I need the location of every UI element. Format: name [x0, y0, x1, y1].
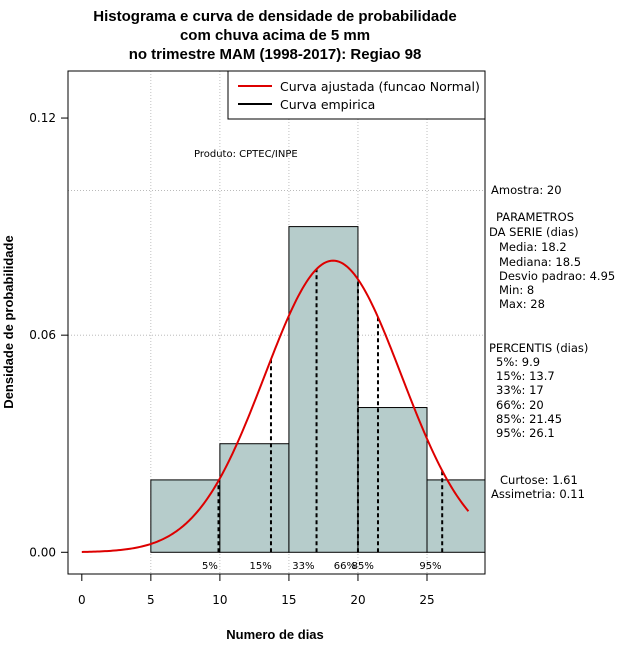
pct-66: 66%: 20	[496, 398, 544, 412]
percentile-label: 95%	[419, 561, 441, 572]
legend: Curva ajustada (funcao Normal) Curva emp…	[227, 70, 486, 120]
histogram-bars	[150, 226, 485, 553]
percentis-title: PERCENTIS (dias)	[489, 341, 588, 355]
histogram-bar	[288, 226, 359, 553]
axes: 0 5 10 15 20 25 0.00 0.06 0.12	[29, 111, 434, 607]
percentile-label: 85%	[352, 561, 374, 572]
x-tick-label: 10	[212, 593, 227, 607]
legend-label-empirica: Curva empirica	[280, 97, 375, 112]
x-tick-label: 25	[419, 593, 434, 607]
x-axis-title: Numero de dias	[226, 627, 324, 642]
percentile-label: 33%	[292, 561, 314, 572]
percentile-label: 66%	[334, 561, 356, 572]
param-mediana: Mediana: 18.5	[499, 255, 581, 269]
histogram-bar	[426, 479, 485, 553]
percentile-lines: 5% 15% 33% 66%85% 95%	[202, 269, 444, 572]
chart-title-line-2: com chuva acima de 5 mm	[180, 27, 370, 44]
chart-title-line-1: Histograma e curva de densidade de proba…	[93, 8, 456, 25]
histogram-bar	[357, 407, 428, 553]
parametros-title: PARAMETROS	[496, 210, 574, 224]
histogram-bar	[219, 443, 290, 553]
percentile-label: 15%	[250, 561, 272, 572]
param-media: Media: 18.2	[499, 240, 567, 254]
x-tick-label: 5	[147, 593, 155, 607]
normal-curve	[81, 259, 470, 553]
histogram-bar	[150, 479, 221, 553]
param-desvio: Desvio padrao: 4.95	[499, 269, 615, 283]
chart-title-line-3: no trimestre MAM (1998-2017): Regiao 98	[129, 46, 422, 63]
pct-95: 95%: 26.1	[496, 426, 555, 440]
param-min: Min: 8	[499, 283, 534, 297]
parametros-subtitle: DA SERIE (dias)	[489, 225, 579, 239]
pct-85: 85%: 21.45	[496, 412, 562, 426]
grid-lines	[68, 71, 485, 574]
side-panel: Amostra: 20 PARAMETROS DA SERIE (dias) M…	[489, 183, 615, 501]
param-max: Max: 28	[499, 297, 545, 311]
y-tick-label: 0.06	[29, 328, 56, 342]
legend-label-normal: Curva ajustada (funcao Normal)	[280, 79, 480, 94]
amostra-text: Amostra: 20	[491, 183, 562, 197]
percentile-label: 5%	[202, 561, 218, 572]
y-axis-title: Densidade de probabilidade	[1, 235, 16, 408]
pct-15: 15%: 13.7	[496, 369, 555, 383]
credit-text: Produto: CPTEC/INPE	[194, 149, 298, 160]
x-tick-label: 15	[281, 593, 296, 607]
x-tick-label: 20	[350, 593, 365, 607]
legend-box	[227, 70, 486, 120]
x-tick-label: 0	[78, 593, 86, 607]
pct-33: 33%: 17	[496, 383, 544, 397]
y-tick-label: 0.12	[29, 111, 56, 125]
y-tick-label: 0.00	[29, 545, 56, 559]
pct-5: 5%: 9.9	[496, 355, 540, 369]
assimetria-text: Assimetria: 0.11	[491, 487, 585, 501]
normal-curve-layer	[81, 259, 470, 553]
curtose-text: Curtose: 1.61	[500, 473, 578, 487]
